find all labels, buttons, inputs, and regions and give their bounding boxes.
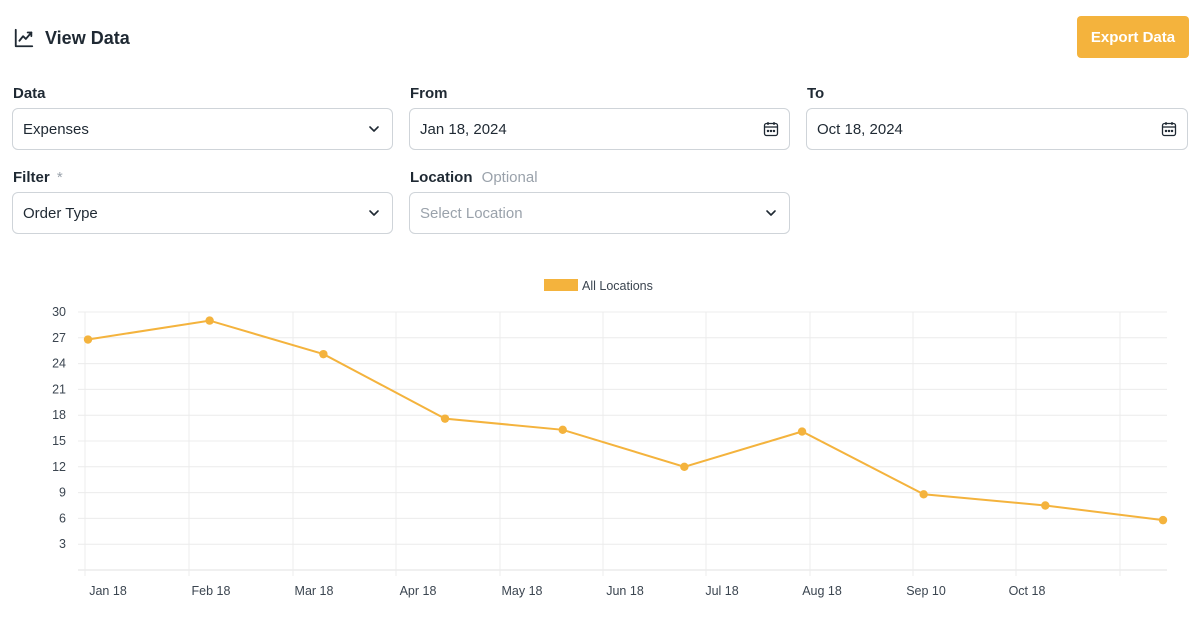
y-tick-label: 15 [52,434,66,448]
series-line [87,319,1164,522]
filter-select[interactable]: Order Type [12,192,393,234]
to-date-input[interactable]: Oct 18, 2024 [806,108,1188,150]
data-point[interactable] [797,427,807,436]
location-label-text: Location [410,169,473,186]
y-tick-label: 3 [59,537,66,551]
expenses-line-chart: All Locations 3 6 9 12 15 18 21 24 27 30 Jan 18 Fe… [52,279,1168,598]
chevron-down-icon [369,126,379,132]
filter-label-text: Filter [13,169,50,186]
page-header: View Data [13,24,130,52]
data-point[interactable] [205,316,214,325]
filter-label: Filter * [13,169,63,186]
y-tick-label: 27 [52,331,66,345]
required-marker: * [56,169,63,186]
x-tick-label: Sep 10 [906,584,946,598]
location-placeholder: Select Location [420,204,523,222]
x-tick-label: Aug 18 [802,584,842,598]
y-tick-label: 6 [59,511,66,525]
data-point[interactable] [1158,515,1168,525]
data-point[interactable] [1041,501,1050,510]
x-axis: Jan 18 Feb 18 Mar 18 Apr 18 May 18 Jun 18 Jul … [89,584,1045,598]
filter-select-value: Order Type [23,204,98,222]
line-chart-icon [14,28,34,48]
to-date-value: Oct 18, 2024 [817,120,903,138]
data-select-value: Expenses [23,120,89,138]
y-tick-label: 12 [52,460,66,474]
data-point[interactable] [558,425,567,435]
calendar-icon[interactable] [763,121,779,137]
y-tick-label: 24 [52,357,66,371]
optional-marker: Optional [481,169,538,186]
data-label: Data [13,85,46,102]
chevron-down-icon [766,210,776,216]
x-tick-label: May 18 [502,584,543,598]
legend-label[interactable]: All Locations [582,279,653,293]
data-point[interactable] [83,335,93,344]
export-data-button[interactable]: Export Data [1077,16,1189,58]
calendar-icon[interactable] [1161,121,1177,137]
from-date-input[interactable]: Jan 18, 2024 [409,108,790,150]
to-label: To [807,85,825,102]
from-label: From [410,85,448,102]
y-tick-label: 30 [52,305,66,319]
x-tick-label: Mar 18 [295,584,334,598]
from-date-value: Jan 18, 2024 [420,120,507,138]
location-label: Location Optional [410,169,538,186]
chart-legend[interactable]: All Locations [544,279,653,293]
x-tick-label: Apr 18 [400,584,437,598]
x-tick-label: Jan 18 [89,584,127,598]
x-tick-label: Jun 18 [606,584,644,598]
y-axis: 3 6 9 12 15 18 21 24 27 30 [52,305,66,551]
data-point[interactable] [319,349,328,359]
location-select[interactable]: Select Location [409,192,790,234]
y-tick-label: 9 [59,486,66,500]
x-tick-label: Jul 18 [705,584,738,598]
data-select[interactable]: Expenses [12,108,393,150]
x-tick-label: Feb 18 [192,584,231,598]
data-point[interactable] [919,490,928,499]
y-tick-label: 18 [52,408,66,422]
page-title: View Data [45,27,130,48]
chevron-down-icon [369,210,379,216]
data-point[interactable] [440,414,450,423]
legend-swatch[interactable] [544,279,578,291]
y-tick-label: 21 [52,382,66,396]
chart-series [83,316,1168,525]
chart-grid [78,311,1167,576]
x-tick-label: Oct 18 [1009,584,1046,598]
data-point[interactable] [680,462,689,471]
